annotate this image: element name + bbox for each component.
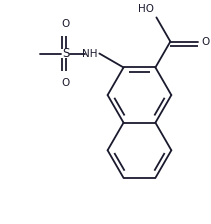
Text: O: O (61, 78, 70, 88)
Text: NH: NH (82, 49, 97, 58)
Text: HO: HO (138, 4, 154, 14)
Text: O: O (61, 19, 70, 29)
Text: O: O (201, 37, 210, 47)
Text: S: S (62, 47, 69, 60)
